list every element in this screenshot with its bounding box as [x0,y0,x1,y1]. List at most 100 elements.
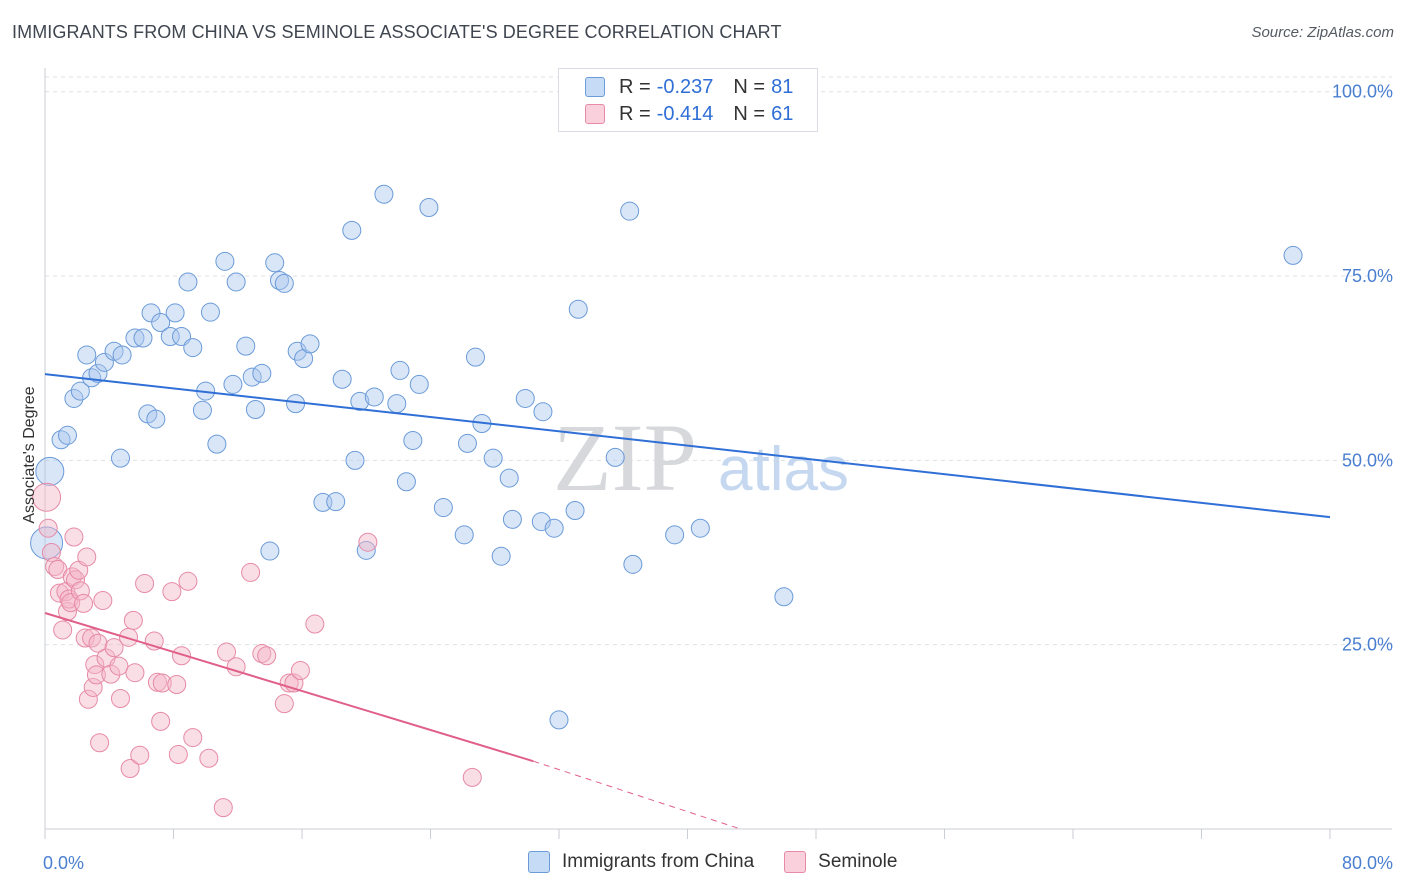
data-point-seminole [64,527,84,547]
data-point-seminole [226,657,246,677]
data-point-china [502,509,522,529]
source-credit: Source: ZipAtlas.com [1251,24,1394,41]
data-point-seminole [70,581,90,601]
data-point-china [70,381,90,401]
data-point-seminole [172,646,192,666]
data-point-china [409,374,429,394]
data-point-china [200,302,220,322]
data-point-china [112,345,132,365]
chart-title: IMMIGRANTS FROM CHINA VS SEMINOLE ASSOCI… [12,22,782,42]
watermark-atlas: atlas [718,435,849,504]
data-point-china [223,374,243,394]
data-point-china [565,501,585,521]
data-point-china [419,197,439,217]
legend-n-label: N = [733,102,766,125]
data-point-china [454,525,474,545]
data-point-seminole [82,628,102,648]
data-point-china [533,402,553,422]
data-point-china [88,363,108,383]
data-point-china [332,369,352,389]
data-point-china [151,313,171,333]
data-point-seminole [241,562,261,582]
legend-label-seminole: Seminole [818,851,898,872]
data-point-china [605,447,625,467]
data-point-seminole [90,733,110,753]
data-point-china [465,347,485,367]
data-point-china [165,303,185,323]
data-point-china [457,433,477,453]
data-point-china [356,540,376,560]
data-point-china [665,525,685,545]
data-point-china [125,328,145,348]
data-point-seminole [32,482,62,512]
legend-item-seminole[interactable]: Seminole [784,851,897,873]
data-point-china [390,360,410,380]
data-point-seminole [101,664,121,684]
data-point-china [141,303,161,323]
data-point-seminole [167,674,187,694]
data-point-china [110,448,130,468]
trend-line-seminole [44,612,534,763]
data-point-seminole [41,543,61,563]
data-point-seminole [38,518,58,538]
data-point-china [549,710,569,730]
data-point-china [774,587,794,607]
legend-row-china: R = -0.237 N = 81 [585,75,793,99]
data-point-china [245,400,265,420]
legend-r-label: R = [619,102,651,125]
legend-item-china[interactable]: Immigrants from China [528,851,754,873]
data-point-seminole [78,689,98,709]
data-point-seminole [125,663,145,683]
legend-swatch-seminole [585,104,605,124]
data-point-seminole [462,767,482,787]
data-point-china [57,425,77,445]
data-point-seminole [217,642,237,662]
data-point-seminole [120,759,140,779]
data-point-seminole [257,646,277,666]
data-point-seminole [83,677,103,697]
y-tick-label: 50.0% [1342,450,1393,470]
data-point-seminole [290,660,310,680]
data-point-seminole [252,644,272,664]
data-point-china [483,448,503,468]
data-point-china [515,388,535,408]
data-point-seminole [45,557,65,577]
data-point-china [236,336,256,356]
points-seminole [32,482,482,818]
data-point-seminole [305,614,325,634]
legend-row-seminole: R = -0.414 N = 61 [585,102,793,126]
data-point-seminole [183,728,203,748]
data-point-seminole [178,571,198,591]
data-point-seminole [104,638,124,658]
data-point-china [387,394,407,414]
legend-n-value: 61 [771,102,794,125]
data-point-china [403,430,423,450]
trend-line-seminole-extension [533,760,741,830]
data-point-seminole [199,748,219,768]
legend-r-value: -0.414 [656,102,714,125]
data-point-seminole [135,573,155,593]
data-point-china [215,251,235,271]
data-point-china [178,272,198,292]
data-point-china [326,492,346,512]
watermark: ZIP atlas [553,404,849,511]
legend-r-label: R = [619,75,651,98]
data-point-china [544,518,564,538]
legend-n-label: N = [733,75,766,98]
x-tick-label: 80.0% [1342,853,1393,873]
legend-swatch-china [528,851,550,873]
data-point-seminole [49,583,69,603]
watermark-zip: ZIP [553,404,697,511]
data-point-china [242,367,262,387]
data-point-china [374,184,394,204]
data-point-china [133,328,153,348]
data-point-seminole [151,711,171,731]
data-point-china [183,338,203,358]
data-point-china [207,434,227,454]
correlation-legend: R = -0.237 N = 81 R = -0.414 N = 61 [558,68,818,132]
data-point-seminole [110,689,130,709]
data-point-china [274,273,294,293]
legend-swatch-china [585,77,605,97]
y-tick-label: 25.0% [1342,635,1393,655]
